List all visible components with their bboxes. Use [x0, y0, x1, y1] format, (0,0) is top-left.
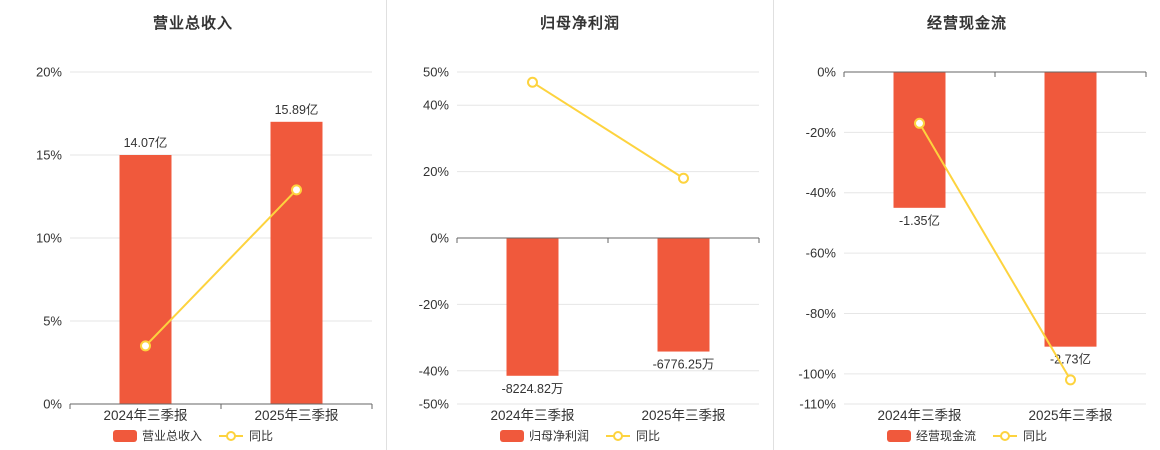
svg-text:-80%: -80% [806, 306, 837, 321]
chart-plot-revenue: 20% 15% 10% 5% 0% 14.07亿 15.89亿 2024年三季报 2025年三季… [36, 65, 373, 422]
svg-text:-1.35亿: -1.35亿 [899, 213, 940, 228]
svg-text:-60%: -60% [806, 246, 837, 261]
chart-legend-net-profit: 归母净利润 同比 [387, 422, 773, 450]
svg-text:15.89亿: 15.89亿 [275, 102, 319, 117]
line-series-marker-icon [993, 430, 1017, 441]
svg-text:10%: 10% [36, 231, 62, 246]
svg-text:-110%: -110% [799, 397, 836, 412]
bar-series-swatch-icon [112, 429, 137, 442]
legend-item-line-series[interactable]: 同比 [218, 427, 273, 444]
chart-plot-net-profit: 50% 40% 20% 0% -20% -40% -50% -8224.82万 -6776.25… [419, 65, 760, 422]
svg-text:-8224.82万: -8224.82万 [502, 382, 564, 396]
svg-text:-6776.25万: -6776.25万 [653, 358, 715, 372]
legend-label: 归母净利润 [528, 429, 589, 443]
svg-text:0%: 0% [430, 231, 449, 246]
svg-text:2025年三季报: 2025年三季报 [254, 408, 338, 422]
legend-label: 同比 [1023, 429, 1048, 443]
legend-item-bar-series[interactable]: 归母净利润 [499, 427, 589, 444]
svg-text:2025年三季报: 2025年三季报 [641, 408, 725, 422]
legend-item-bar-series[interactable]: 经营现金流 [886, 427, 976, 444]
panel-net-profit: 归母净利润 50% 40% 20% 0% -20% -40% -50% -8224.82万 -6… [386, 0, 773, 450]
legend-label: 经营现金流 [915, 429, 976, 443]
svg-text:-20%: -20% [419, 297, 450, 312]
svg-text:15%: 15% [36, 148, 62, 163]
panel-revenue: 营业总收入 20% 15% 10% 5% 0% 14.07亿 15.89亿 2024年三季报 2… [0, 0, 386, 450]
svg-text:20%: 20% [36, 65, 62, 80]
line-series-marker-icon [219, 430, 243, 441]
chart-legend-cash-flow: 经营现金流 同比 [774, 422, 1160, 450]
svg-text:-20%: -20% [806, 125, 837, 140]
legend-item-line-series[interactable]: 同比 [992, 427, 1047, 444]
svg-text:2025年三季报: 2025年三季报 [1028, 408, 1112, 422]
svg-text:5%: 5% [43, 314, 62, 329]
svg-text:2024年三季报: 2024年三季报 [103, 408, 187, 422]
svg-text:-40%: -40% [419, 363, 450, 378]
legend-label: 营业总收入 [141, 429, 202, 443]
legend-item-line-series[interactable]: 同比 [605, 427, 660, 444]
legend-label: 同比 [249, 429, 274, 443]
svg-text:-40%: -40% [806, 185, 837, 200]
legend-item-bar-series[interactable]: 营业总收入 [112, 427, 202, 444]
panel-cash-flow: 经营现金流 0% -20% -40% -60% -80% -100% -110% -1.35亿… [773, 0, 1160, 450]
chart-legend-revenue: 营业总收入 同比 [0, 422, 386, 450]
chart-title-net-profit: 归母净利润 [539, 14, 620, 32]
svg-text:50%: 50% [423, 65, 449, 80]
bar-series-swatch-icon [499, 429, 524, 442]
chart-title-cash-flow: 经营现金流 [926, 14, 1007, 32]
chart-plot-cash-flow: 0%-20%-40%-60%-80%-100%-110%-1.35亿-2.73亿… [798, 65, 1147, 422]
svg-text:-50%: -50% [419, 397, 450, 412]
legend-label: 同比 [636, 429, 661, 443]
svg-text:2024年三季报: 2024年三季报 [877, 408, 961, 422]
svg-text:20%: 20% [423, 164, 449, 179]
svg-text:2024年三季报: 2024年三季报 [490, 408, 574, 422]
svg-text:-100%: -100% [798, 366, 836, 381]
svg-text:0%: 0% [817, 65, 836, 80]
chart-title-revenue: 营业总收入 [152, 14, 233, 32]
svg-text:40%: 40% [423, 98, 449, 113]
line-series-marker-icon [606, 430, 630, 441]
bar-series-swatch-icon [886, 429, 911, 442]
svg-text:14.07亿: 14.07亿 [124, 135, 168, 150]
svg-text:0%: 0% [43, 397, 62, 412]
